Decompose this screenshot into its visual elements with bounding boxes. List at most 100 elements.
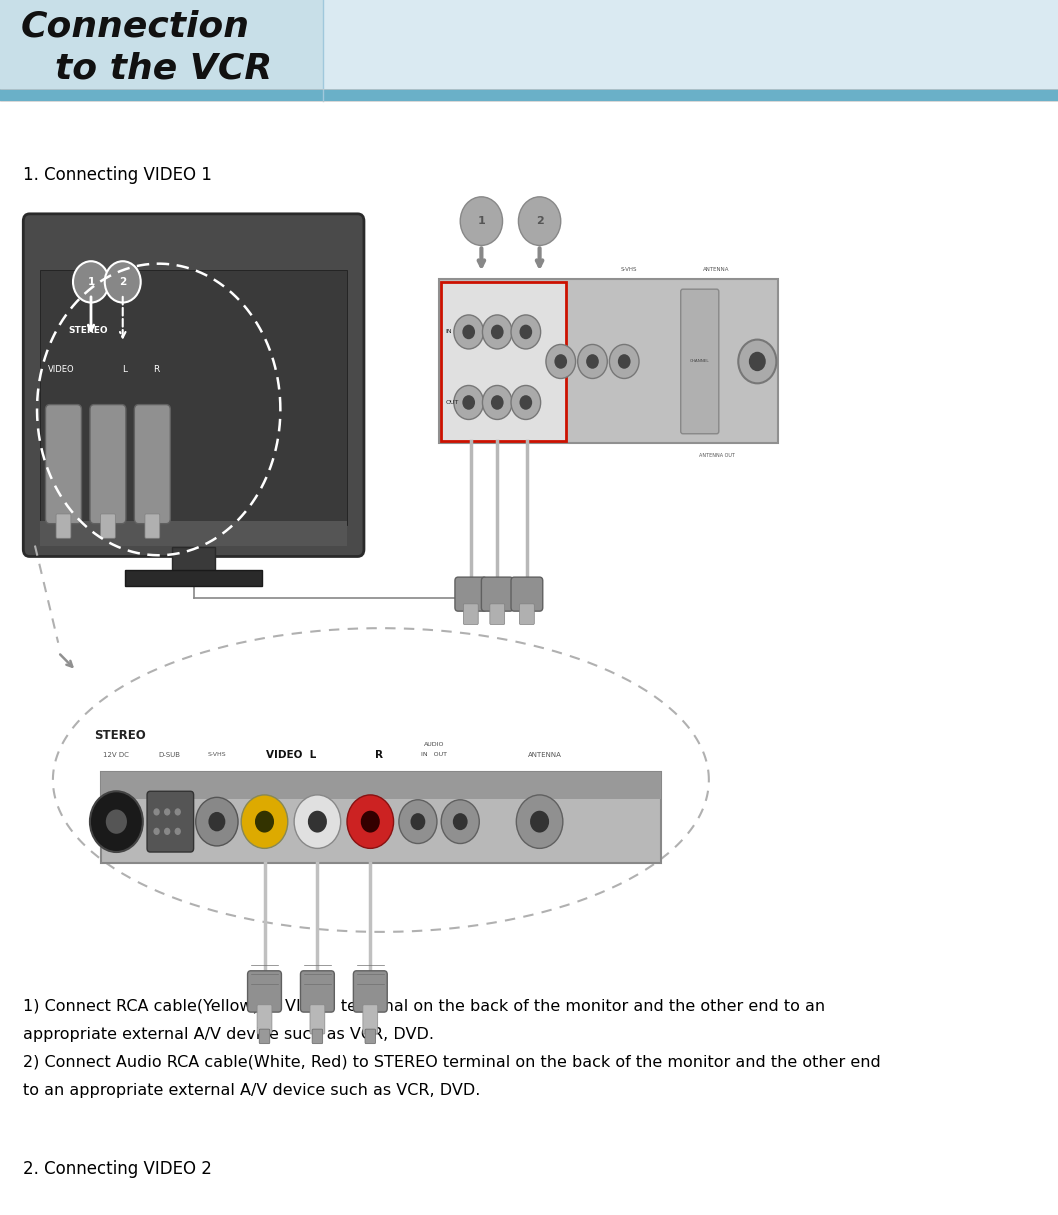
Circle shape [462, 324, 475, 339]
Circle shape [530, 810, 549, 832]
FancyBboxPatch shape [300, 971, 334, 1012]
FancyBboxPatch shape [145, 514, 160, 538]
Circle shape [516, 795, 563, 848]
Circle shape [164, 827, 170, 835]
FancyBboxPatch shape [101, 514, 115, 538]
Text: D-SUB: D-SUB [159, 752, 180, 757]
Circle shape [361, 810, 380, 832]
FancyBboxPatch shape [441, 282, 566, 441]
Text: R: R [375, 750, 383, 759]
Text: IN: IN [445, 329, 452, 334]
Circle shape [153, 827, 160, 835]
Text: S-VHS: S-VHS [207, 752, 226, 757]
Text: ANTENNA OUT: ANTENNA OUT [698, 453, 734, 458]
FancyBboxPatch shape [257, 1005, 272, 1034]
Text: Connection: Connection [21, 10, 250, 44]
Circle shape [609, 344, 639, 379]
Circle shape [519, 395, 532, 409]
FancyBboxPatch shape [481, 577, 513, 611]
Circle shape [241, 795, 288, 848]
FancyBboxPatch shape [363, 1005, 378, 1034]
Circle shape [441, 799, 479, 843]
Circle shape [518, 197, 561, 245]
Circle shape [411, 813, 425, 830]
Text: to the VCR: to the VCR [55, 51, 272, 85]
FancyBboxPatch shape [680, 289, 718, 434]
FancyBboxPatch shape [0, 0, 323, 89]
Text: 2: 2 [535, 216, 544, 226]
Text: to an appropriate external A/V device such as VCR, DVD.: to an appropriate external A/V device su… [23, 1083, 480, 1097]
Text: VIDEO: VIDEO [48, 364, 75, 374]
Text: 2: 2 [120, 277, 126, 287]
Circle shape [482, 315, 512, 349]
Circle shape [90, 791, 143, 852]
FancyBboxPatch shape [101, 772, 661, 799]
FancyBboxPatch shape [0, 89, 1058, 101]
FancyBboxPatch shape [172, 547, 215, 573]
Circle shape [294, 795, 341, 848]
Circle shape [482, 385, 512, 419]
Circle shape [164, 808, 170, 815]
Text: AUDIO: AUDIO [423, 742, 444, 747]
FancyBboxPatch shape [353, 971, 387, 1012]
Text: OUT: OUT [445, 400, 459, 405]
FancyBboxPatch shape [365, 1029, 376, 1044]
FancyBboxPatch shape [248, 971, 281, 1012]
Circle shape [546, 344, 576, 379]
FancyBboxPatch shape [511, 577, 543, 611]
Circle shape [153, 808, 160, 815]
Text: 2) Connect Audio RCA cable(White, Red) to STEREO terminal on the back of the mon: 2) Connect Audio RCA cable(White, Red) t… [23, 1055, 881, 1069]
Text: ANTENNA: ANTENNA [528, 752, 562, 757]
Text: R: R [153, 364, 160, 374]
Circle shape [586, 355, 599, 369]
Circle shape [175, 827, 181, 835]
FancyBboxPatch shape [134, 405, 170, 524]
Circle shape [738, 339, 777, 384]
FancyBboxPatch shape [45, 405, 81, 524]
FancyBboxPatch shape [463, 604, 478, 625]
Text: VIDEO  L: VIDEO L [266, 750, 316, 759]
FancyBboxPatch shape [56, 514, 71, 538]
FancyBboxPatch shape [147, 791, 194, 852]
FancyBboxPatch shape [40, 270, 347, 525]
FancyBboxPatch shape [519, 604, 534, 625]
Circle shape [196, 797, 238, 846]
Text: 1: 1 [477, 216, 486, 226]
FancyBboxPatch shape [101, 772, 661, 863]
Circle shape [453, 813, 468, 830]
FancyBboxPatch shape [323, 0, 1058, 89]
Circle shape [511, 385, 541, 419]
Circle shape [308, 810, 327, 832]
Circle shape [208, 812, 225, 831]
Text: 1) Connect RCA cable(Yellow) to VIDEO terminal on the back of the monitor and th: 1) Connect RCA cable(Yellow) to VIDEO te… [23, 999, 825, 1013]
Circle shape [554, 355, 567, 369]
Circle shape [73, 261, 109, 303]
Circle shape [578, 344, 607, 379]
Circle shape [347, 795, 394, 848]
FancyBboxPatch shape [90, 405, 126, 524]
Text: L: L [123, 364, 127, 374]
Circle shape [175, 808, 181, 815]
Text: S-VHS: S-VHS [620, 267, 637, 272]
FancyBboxPatch shape [125, 570, 262, 586]
Circle shape [105, 261, 141, 303]
Circle shape [454, 315, 484, 349]
Circle shape [491, 395, 504, 409]
Circle shape [749, 352, 766, 372]
Circle shape [460, 197, 503, 245]
Circle shape [106, 809, 127, 833]
Circle shape [462, 395, 475, 409]
Circle shape [618, 355, 631, 369]
FancyBboxPatch shape [439, 279, 778, 443]
Text: appropriate external A/V device such as VCR, DVD.: appropriate external A/V device such as … [23, 1027, 434, 1041]
FancyBboxPatch shape [23, 214, 364, 556]
FancyBboxPatch shape [455, 577, 487, 611]
Text: 2. Connecting VIDEO 2: 2. Connecting VIDEO 2 [23, 1160, 213, 1177]
Circle shape [491, 324, 504, 339]
Text: STEREO: STEREO [68, 326, 108, 335]
Circle shape [519, 324, 532, 339]
Circle shape [511, 315, 541, 349]
FancyBboxPatch shape [490, 604, 505, 625]
FancyBboxPatch shape [40, 521, 347, 546]
FancyBboxPatch shape [310, 1005, 325, 1034]
